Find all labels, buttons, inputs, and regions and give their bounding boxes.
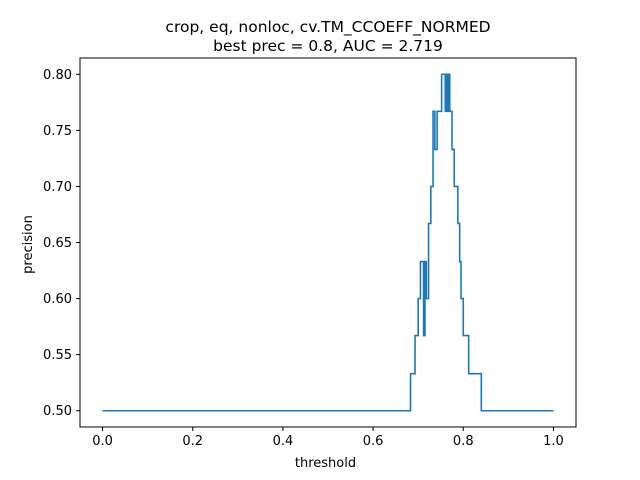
x-tick-label: 0.6 bbox=[363, 434, 384, 449]
y-tick-label: 0.50 bbox=[43, 404, 72, 419]
chart-subtitle: best prec = 0.8, AUC = 2.719 bbox=[213, 37, 443, 55]
y-axis-label: precision bbox=[21, 215, 36, 274]
line-layer bbox=[102, 73, 554, 412]
y-tick-label: 0.80 bbox=[43, 68, 72, 83]
x-axis-ticks: 0.0 0.2 0.4 0.6 0.8 1.0 bbox=[92, 427, 564, 449]
x-tick-label: 0.0 bbox=[92, 434, 113, 449]
x-tick-label: 0.8 bbox=[453, 434, 474, 449]
chart-title: crop, eq, nonloc, cv.TM_CCOEFF_NORMED bbox=[165, 18, 490, 37]
x-tick-label: 0.2 bbox=[182, 434, 203, 449]
y-tick-label: 0.65 bbox=[43, 236, 72, 251]
plot-area: 0.0 0.2 0.4 0.6 0.8 1.0 0.500.550.600.650.700… bbox=[43, 57, 577, 449]
y-tick-label: 0.55 bbox=[43, 348, 72, 363]
x-axis-label: threshold bbox=[295, 456, 356, 471]
series-line-0 bbox=[102, 73, 554, 412]
y-tick-label: 0.60 bbox=[43, 292, 72, 307]
y-axis-ticks: 0.50 0.55 0.60 0.65 0.70 0.75 0.80 bbox=[43, 68, 80, 419]
y-tick-label: 0.75 bbox=[43, 124, 72, 139]
x-tick-label: 1.0 bbox=[543, 434, 564, 449]
x-tick-label: 0.4 bbox=[273, 434, 294, 449]
y-tick-label: 0.70 bbox=[43, 180, 72, 195]
